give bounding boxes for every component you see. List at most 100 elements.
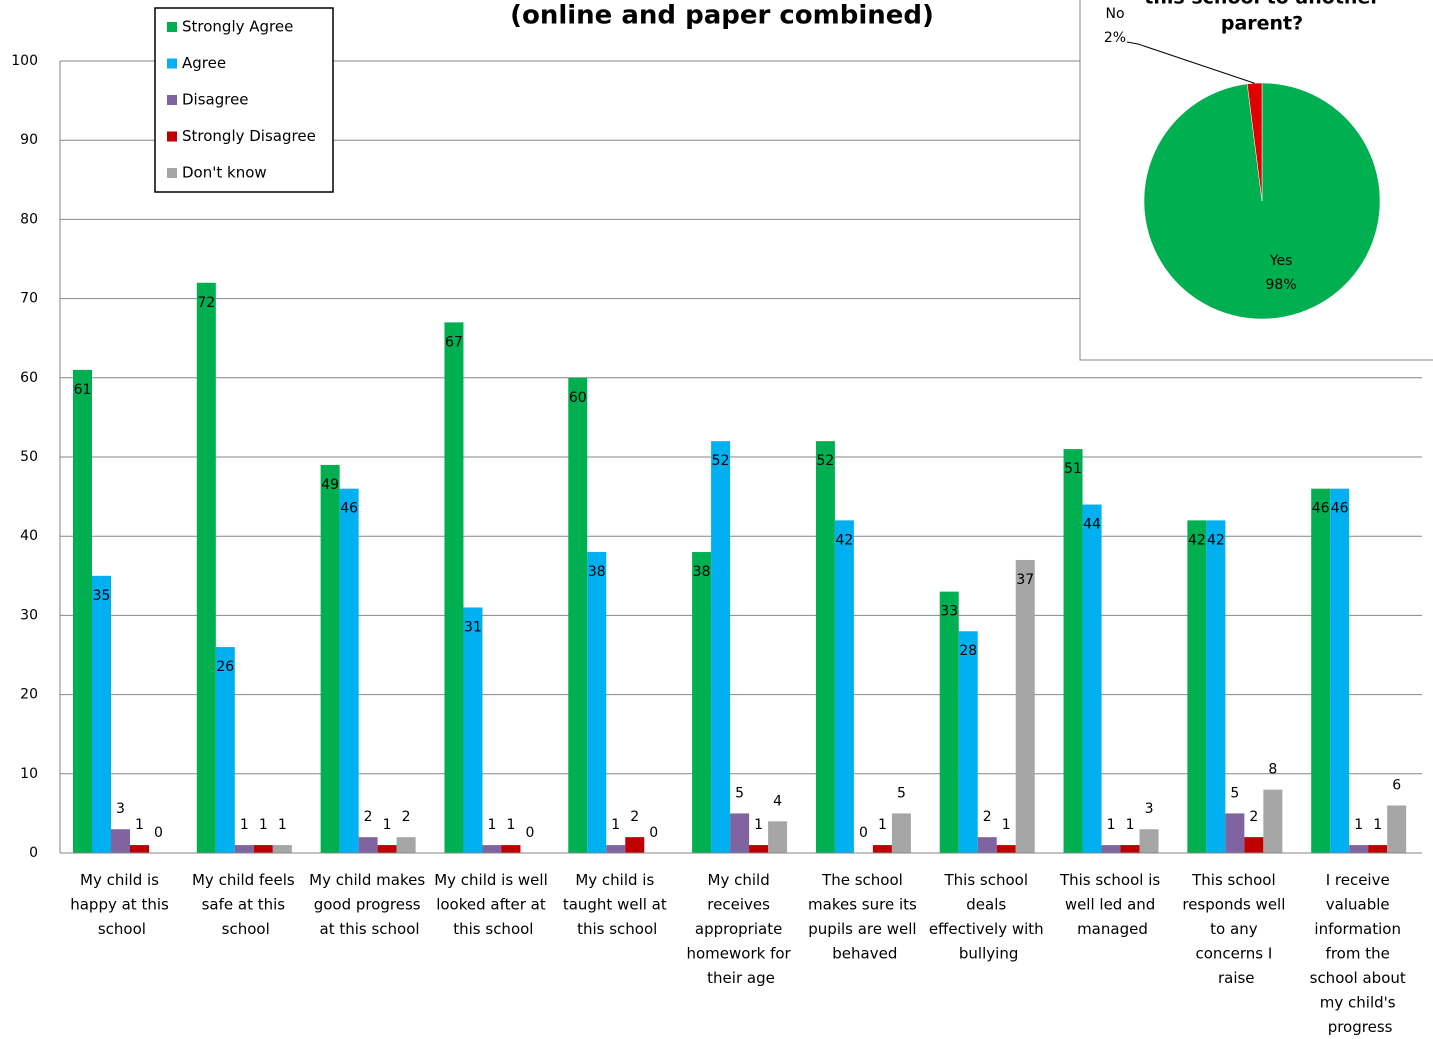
- data-label: 0: [154, 825, 163, 841]
- data-label: 0: [859, 825, 868, 841]
- bar: [1063, 449, 1083, 853]
- data-label: 5: [1230, 785, 1239, 801]
- data-label: 42: [835, 532, 853, 548]
- x-tick-label: This school deals effectively with bully…: [929, 871, 1049, 963]
- data-label: 52: [712, 453, 730, 469]
- bar: [977, 837, 997, 853]
- data-label: 1: [135, 817, 144, 833]
- y-tick-label: 50: [20, 449, 38, 465]
- bar: [1263, 789, 1283, 853]
- bar: [625, 837, 645, 853]
- x-tick-line: this school: [577, 920, 657, 938]
- pie-label: No: [1105, 6, 1124, 22]
- bar: [568, 377, 588, 853]
- bar: [834, 520, 854, 853]
- data-label: 2: [402, 809, 411, 825]
- data-label: 46: [1331, 501, 1349, 517]
- bar: [768, 821, 788, 853]
- data-label: 1: [259, 817, 268, 833]
- x-tick-label: This school is well led and managed: [1059, 871, 1165, 938]
- y-tick-label: 30: [20, 607, 38, 623]
- bar: [73, 369, 92, 853]
- x-tick-line: My child makes: [309, 871, 430, 889]
- data-label: 38: [693, 564, 711, 580]
- bar: [587, 552, 607, 853]
- x-tick-line: My child is well: [434, 871, 552, 889]
- pie-value-label: 2%: [1104, 30, 1126, 46]
- x-tick-line: My child is: [575, 871, 659, 889]
- x-tick-line: raise: [1218, 969, 1255, 987]
- x-tick-line: school about: [1310, 969, 1411, 987]
- data-label: 67: [445, 334, 463, 350]
- bar: [872, 845, 892, 853]
- data-label: 35: [93, 588, 111, 604]
- x-tick-line: my child's: [1320, 993, 1401, 1011]
- bar: [939, 591, 959, 853]
- x-tick-line: My child: [708, 871, 775, 889]
- x-tick-line: information: [1314, 920, 1405, 938]
- x-tick-label: This school responds well to any concern…: [1182, 871, 1290, 987]
- bar: [1082, 504, 1102, 853]
- x-tick-line: their age: [707, 969, 775, 987]
- data-label: 1: [240, 817, 249, 833]
- data-label: 52: [816, 453, 834, 469]
- bar: [320, 464, 340, 853]
- y-tick-label: 100: [11, 53, 38, 69]
- legend-label: Agree: [182, 54, 226, 72]
- bar: [1101, 845, 1121, 853]
- data-label: 2: [983, 809, 992, 825]
- data-label: 4: [773, 793, 782, 809]
- bar: [891, 813, 911, 853]
- x-tick-line: looked after at: [436, 895, 550, 913]
- y-tick-label: 80: [20, 211, 38, 227]
- bar: [815, 441, 835, 853]
- legend-label: Disagree: [182, 91, 249, 109]
- bar: [253, 845, 273, 853]
- legend-label: Strongly Agree: [182, 18, 293, 36]
- data-label: 5: [735, 785, 744, 801]
- x-tick-line: effectively with: [929, 920, 1049, 938]
- data-label: 1: [1126, 817, 1135, 833]
- legend-swatch: [167, 95, 177, 105]
- data-label: 3: [116, 801, 125, 817]
- bar: [111, 829, 130, 853]
- data-label: 6: [1392, 777, 1401, 793]
- x-tick-line: makes sure its: [808, 895, 922, 913]
- data-label: 8: [1268, 762, 1277, 778]
- x-tick-line: My child feels: [192, 871, 299, 889]
- data-label: 2: [1249, 809, 1258, 825]
- chart-title: (online and paper combined): [510, 1, 934, 31]
- bar: [1349, 845, 1369, 853]
- x-tick-line: deals: [966, 895, 1011, 913]
- x-tick-line: school: [98, 920, 146, 938]
- bar: [1330, 488, 1350, 853]
- x-tick-line: valuable: [1326, 895, 1395, 913]
- x-tick-label: My child makes good progress at this sch…: [309, 871, 430, 938]
- bar: [482, 845, 502, 853]
- data-label: 28: [959, 643, 977, 659]
- data-label: 1: [611, 817, 620, 833]
- y-tick-label: 90: [20, 132, 38, 148]
- y-tick-label: 20: [20, 687, 38, 703]
- data-label: 0: [649, 825, 658, 841]
- x-tick-label: My child is happy at this school: [70, 871, 173, 938]
- data-label: 2: [364, 809, 373, 825]
- x-tick-label: My child feels safe at this school: [192, 871, 299, 938]
- bar: [1120, 845, 1140, 853]
- x-tick-line: appropriate: [695, 920, 787, 938]
- pie-label: Yes: [1269, 253, 1293, 269]
- y-tick-label: 40: [20, 528, 38, 544]
- data-label: 46: [1312, 501, 1330, 517]
- data-label: 1: [754, 817, 763, 833]
- bar: [1206, 520, 1226, 853]
- data-label: 46: [340, 501, 358, 517]
- bar: [92, 575, 111, 853]
- bar: [463, 607, 483, 853]
- bar: [692, 552, 712, 853]
- bar: [749, 845, 769, 853]
- x-tick-label: My child receives appropriate homework f…: [687, 871, 796, 987]
- x-tick-label: My child is well looked after at this sc…: [434, 871, 552, 938]
- data-label: 3: [1145, 801, 1154, 817]
- x-tick-line: progress: [1328, 1018, 1393, 1036]
